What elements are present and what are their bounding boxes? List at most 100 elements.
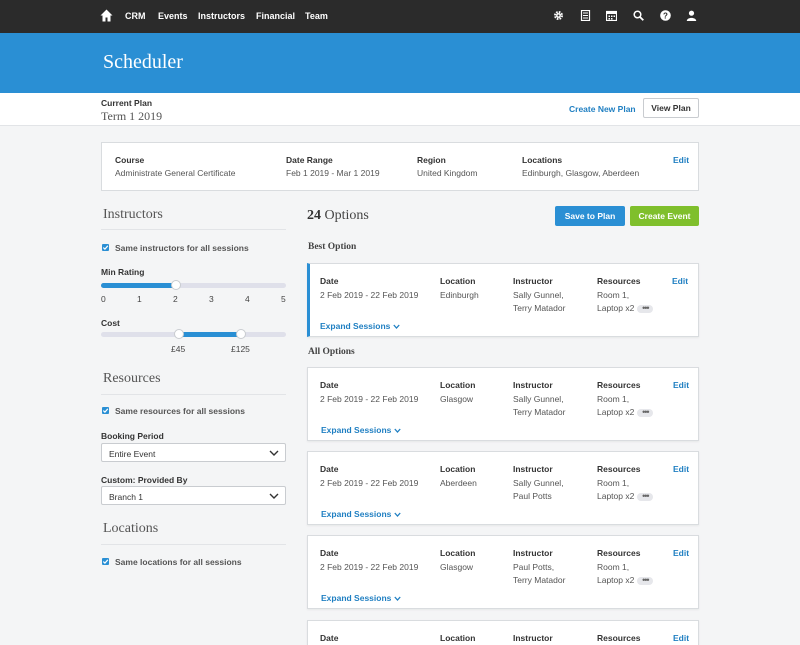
- date-header: Date: [320, 633, 339, 643]
- location-header: Location: [440, 464, 476, 474]
- course-label: Course: [115, 155, 145, 165]
- create-new-plan-link[interactable]: Create New Plan: [569, 104, 636, 114]
- expand-sessions-label: Expand Sessions: [321, 593, 392, 603]
- chevron-down-icon: [394, 512, 402, 518]
- cost-slider[interactable]: [101, 329, 286, 339]
- option-resources: Room 1, Laptop x2 •••: [597, 477, 654, 503]
- course-value: Administrate General Certificate: [115, 168, 236, 178]
- resources-header: Resources: [597, 464, 641, 474]
- instructor-header: Instructor: [513, 276, 553, 286]
- nav-crm[interactable]: CRM: [125, 11, 146, 21]
- expand-sessions-link[interactable]: Expand Sessions: [321, 509, 402, 519]
- user-icon[interactable]: [686, 10, 697, 21]
- option-edit-link[interactable]: Edit: [673, 464, 690, 474]
- option-location: Glasgow: [440, 394, 474, 404]
- date-header: Date: [320, 548, 339, 558]
- rating-tick: 3: [209, 294, 214, 304]
- option-date: 2 Feb 2019 - 22 Feb 2019: [320, 478, 419, 488]
- gear-icon[interactable]: [553, 10, 564, 21]
- option-edit-link[interactable]: Edit: [673, 548, 690, 558]
- instructor-header: Instructor: [513, 380, 553, 390]
- expand-sessions-link[interactable]: Expand Sessions: [321, 593, 402, 603]
- option-card-best: Date 2 Feb 2019 - 22 Feb 2019 Location E…: [307, 263, 699, 337]
- expand-sessions-link[interactable]: Expand Sessions: [320, 321, 401, 331]
- resource-item: Room 1,: [597, 290, 630, 300]
- plan-summary-card: Course Administrate General Certificate …: [101, 142, 699, 191]
- option-edit-link[interactable]: Edit: [673, 380, 690, 390]
- expand-sessions-link[interactable]: Expand Sessions: [321, 425, 402, 435]
- options-count: 24 Options: [307, 208, 369, 224]
- resources-header: Resources: [597, 548, 641, 558]
- min-rating-handle[interactable]: [171, 280, 181, 290]
- create-event-button[interactable]: Create Event: [630, 206, 699, 226]
- resource-item: Laptop x2: [597, 303, 635, 313]
- all-options-title: All Options: [308, 347, 355, 357]
- save-to-plan-button[interactable]: Save to Plan: [555, 206, 625, 226]
- option-resources: Room 1, Laptop x2 •••: [597, 289, 654, 315]
- same-locations-label: Same locations for all sessions: [115, 557, 242, 567]
- expand-sessions-label: Expand Sessions: [320, 321, 391, 331]
- date-header: Date: [320, 276, 339, 286]
- summary-edit-link[interactable]: Edit: [673, 155, 690, 165]
- nav-team[interactable]: Team: [305, 11, 328, 21]
- booking-period-label: Booking Period: [101, 431, 164, 441]
- instructor-header: Instructor: [513, 633, 553, 643]
- option-card: Date 2 Feb 2019 - 22 Feb 2019 Location G…: [307, 367, 699, 441]
- same-resources-checkbox[interactable]: [102, 407, 109, 414]
- option-date: 2 Feb 2019 - 22 Feb 2019: [320, 394, 419, 404]
- cost-max-handle[interactable]: [236, 329, 246, 339]
- report-icon[interactable]: [580, 10, 591, 21]
- options-count-number: 24: [307, 208, 321, 223]
- help-icon[interactable]: ?: [660, 10, 671, 21]
- region-label: Region: [417, 155, 446, 165]
- rating-tick: 5: [281, 294, 286, 304]
- current-plan-label: Current Plan: [101, 98, 153, 108]
- option-edit-link[interactable]: Edit: [672, 276, 689, 286]
- location-header: Location: [440, 548, 476, 558]
- best-option-title: Best Option: [308, 242, 357, 252]
- same-instructors-checkbox[interactable]: [102, 244, 109, 251]
- provided-by-value: Branch 1: [109, 492, 144, 502]
- cost-max-value: £125: [231, 344, 250, 354]
- resource-item: Room 1,: [597, 394, 630, 404]
- instructor-name: Paul Potts,: [513, 562, 555, 572]
- locations-section-title: Locations: [103, 521, 159, 536]
- more-icon[interactable]: •••: [637, 303, 654, 313]
- options-count-label: Options: [324, 208, 369, 223]
- more-icon[interactable]: •••: [637, 407, 654, 417]
- booking-period-select[interactable]: Entire Event: [101, 443, 286, 462]
- calendar-icon[interactable]: [606, 10, 617, 21]
- rating-tick: 0: [101, 294, 106, 304]
- instructor-name: Terry Matador: [513, 407, 566, 417]
- same-resources-label: Same resources for all sessions: [115, 406, 245, 416]
- rating-tick: 1: [137, 294, 142, 304]
- min-rating-slider[interactable]: [101, 280, 286, 290]
- nav-events[interactable]: Events: [158, 11, 188, 21]
- same-instructors-label: Same instructors for all sessions: [115, 243, 249, 253]
- divider: [101, 544, 286, 545]
- current-plan-value: Term 1 2019: [101, 109, 163, 123]
- expand-sessions-label: Expand Sessions: [321, 425, 392, 435]
- same-locations-checkbox[interactable]: [102, 558, 109, 565]
- page-title: Scheduler: [103, 51, 183, 73]
- locations-label: Locations: [522, 155, 563, 165]
- search-icon[interactable]: [633, 10, 644, 21]
- more-icon[interactable]: •••: [637, 491, 654, 501]
- date-range-label: Date Range: [286, 155, 333, 165]
- min-rating-fill: [101, 283, 176, 288]
- instructor-name: Sally Gunnel,: [513, 478, 564, 488]
- resource-item: Room 1,: [597, 478, 630, 488]
- resources-header: Resources: [597, 276, 641, 286]
- option-card: Date 2 Feb 2019 - 22 Feb 2019 Location G…: [307, 535, 699, 609]
- min-rating-label: Min Rating: [101, 267, 145, 277]
- home-icon[interactable]: [100, 9, 113, 22]
- view-plan-button[interactable]: View Plan: [643, 98, 699, 118]
- more-icon[interactable]: •••: [637, 575, 654, 585]
- nav-financial[interactable]: Financial: [256, 11, 296, 21]
- resources-header: Resources: [597, 633, 641, 643]
- provided-by-select[interactable]: Branch 1: [101, 486, 286, 505]
- option-edit-link[interactable]: Edit: [673, 633, 690, 643]
- cost-min-handle[interactable]: [174, 329, 184, 339]
- nav-instructors[interactable]: Instructors: [198, 11, 246, 21]
- cost-label: Cost: [101, 318, 120, 328]
